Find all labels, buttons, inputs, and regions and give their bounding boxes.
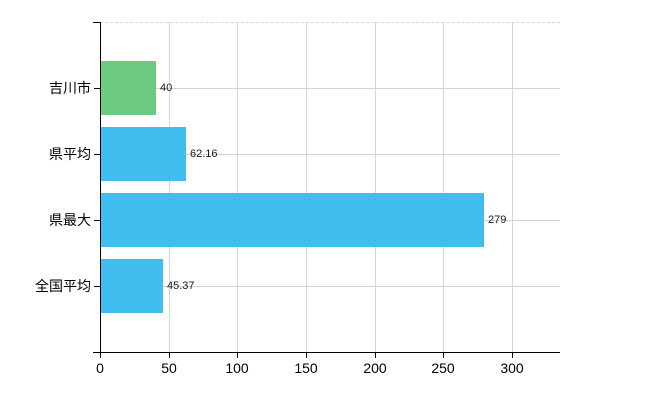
vertical-gridline [306, 22, 307, 352]
category-bar [101, 61, 156, 115]
y-axis-tick [94, 88, 100, 89]
category-bar [101, 259, 163, 313]
vertical-gridline [443, 22, 444, 352]
x-axis-tick [237, 353, 238, 358]
x-axis-tick-label: 250 [431, 360, 455, 376]
x-axis-tick [512, 353, 513, 358]
category-bar [101, 193, 484, 247]
y-axis-top-tick [93, 22, 100, 23]
x-axis-tick [169, 353, 170, 358]
x-axis-tick-label: 100 [225, 360, 249, 376]
vertical-gridline [237, 22, 238, 352]
vertical-gridline [375, 22, 376, 352]
vertical-gridline [512, 22, 513, 352]
x-axis-tick [443, 353, 444, 358]
x-axis-tick-label: 200 [363, 360, 387, 376]
bar-value-label: 45.37 [167, 280, 195, 292]
x-axis-tick-label: 50 [161, 360, 177, 376]
category-bar [101, 127, 186, 181]
x-axis-tick-label: 300 [500, 360, 524, 376]
x-axis-tick [375, 353, 376, 358]
y-axis-label: 吉川市 [49, 80, 91, 96]
y-axis-label: 全国平均 [35, 278, 91, 294]
vertical-gridline [169, 22, 170, 352]
plot-top-gridline [100, 22, 560, 23]
horizontal-gridline [100, 154, 560, 155]
y-axis-line [100, 22, 101, 353]
bar-value-label: 40 [160, 82, 173, 94]
bar-value-label: 279 [488, 214, 507, 226]
y-axis-tick [94, 154, 100, 155]
y-axis-label: 県最大 [49, 212, 91, 228]
x-axis-tick-label: 150 [294, 360, 318, 376]
y-axis-tick [94, 286, 100, 287]
y-axis-label: 県平均 [49, 146, 91, 162]
x-axis-tick [100, 353, 101, 358]
y-axis-tick [94, 220, 100, 221]
horizontal-gridline [100, 286, 560, 287]
horizontal-gridline [100, 88, 560, 89]
bar-value-label: 62.16 [190, 148, 218, 160]
x-axis-tick-label: 0 [96, 360, 104, 376]
x-axis-tick [306, 353, 307, 358]
x-axis-line [93, 352, 560, 353]
